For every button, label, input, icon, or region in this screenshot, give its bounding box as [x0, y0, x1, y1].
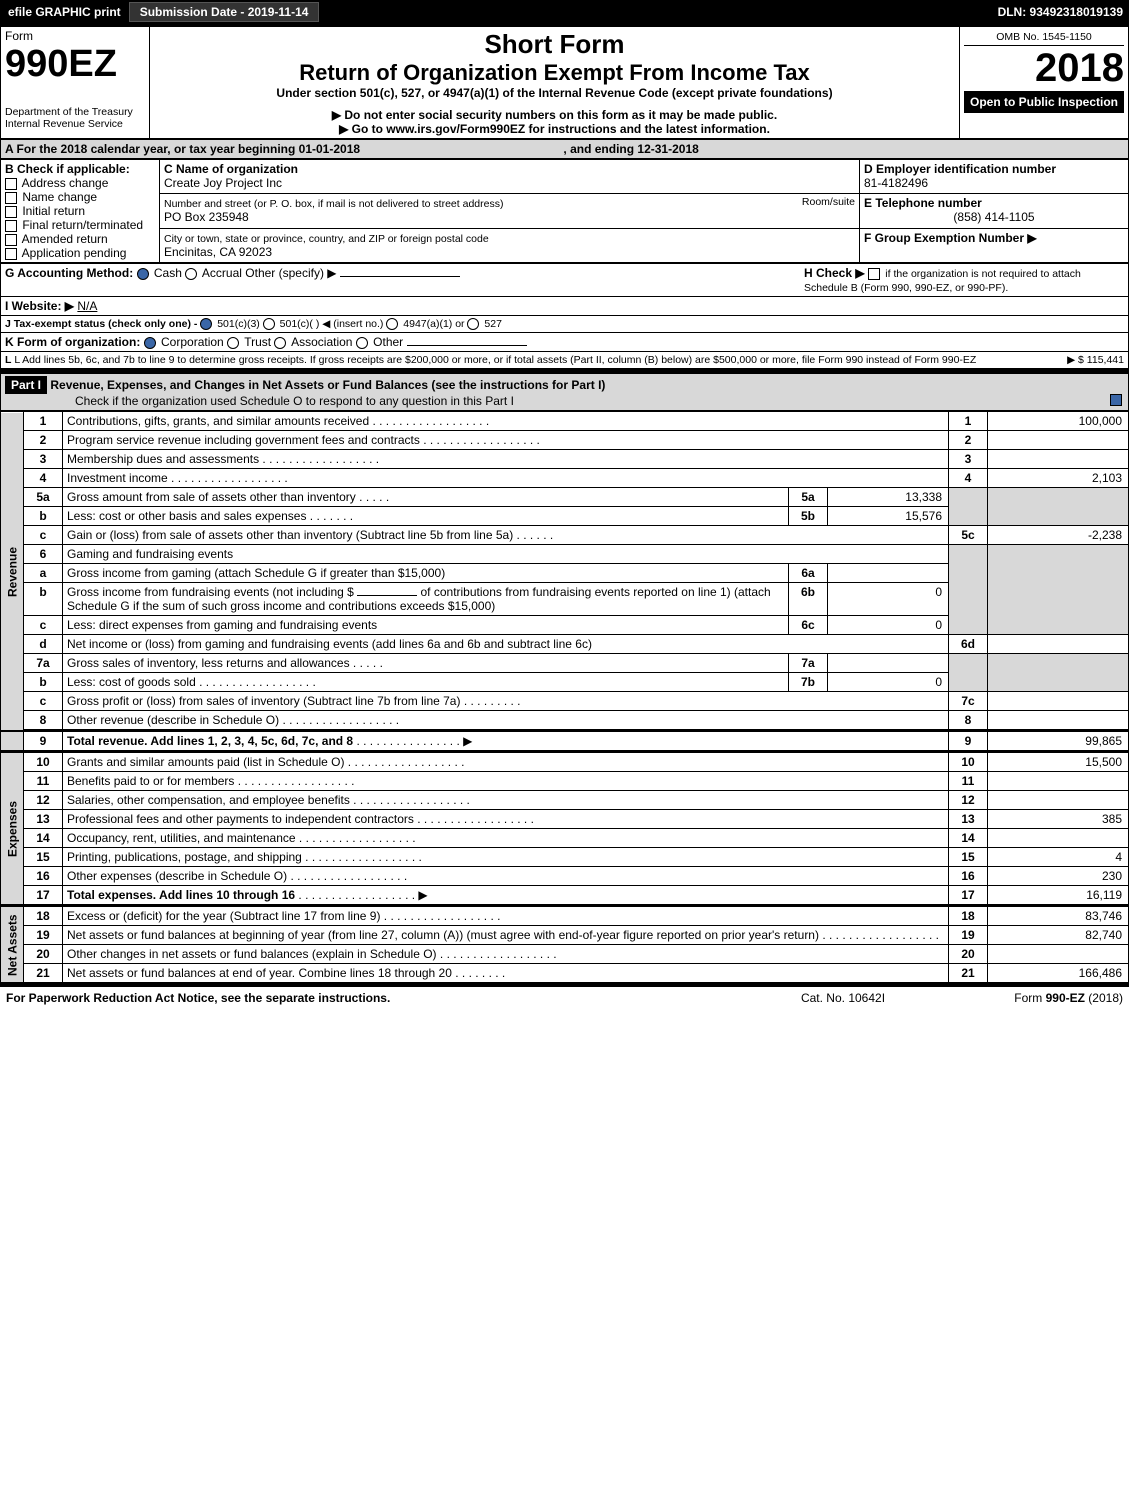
- telephone-value: (858) 414-1105: [864, 210, 1124, 224]
- line-18-value: 83,746: [988, 906, 1129, 926]
- dln: DLN: 93492318019139: [998, 5, 1129, 19]
- top-bar: efile GRAPHIC print Submission Date - 20…: [0, 0, 1129, 24]
- line-6c-box: 0: [828, 616, 949, 635]
- checkbox-h[interactable]: [868, 268, 880, 280]
- checkbox-application-pending[interactable]: [5, 248, 17, 260]
- line-5c-value: -2,238: [988, 526, 1129, 545]
- tax-year: 2018: [964, 46, 1124, 91]
- open-public-badge: Open to Public Inspection: [964, 91, 1124, 113]
- section-expenses: Expenses: [1, 752, 24, 906]
- line-6b-box: 0: [828, 583, 949, 616]
- form-number: 990EZ: [5, 43, 145, 86]
- form-label: Form: [5, 29, 145, 43]
- checkbox-schedule-o[interactable]: [1110, 394, 1122, 406]
- line-16-value: 230: [988, 867, 1129, 886]
- org-info-block: B Check if applicable: Address change Na…: [0, 159, 1129, 263]
- radio-cash[interactable]: [137, 268, 149, 280]
- subtitle: Under section 501(c), 527, or 4947(a)(1)…: [154, 86, 955, 100]
- line-j: J Tax-exempt status (check only one) - 5…: [1, 316, 1129, 333]
- line-l: L L Add lines 5b, 6c, and 7b to line 9 t…: [1, 352, 1129, 370]
- ein-value: 81-4182496: [864, 176, 928, 190]
- line-1-value: 100,000: [988, 412, 1129, 431]
- org-name: Create Joy Project Inc: [164, 176, 282, 190]
- radio-accrual[interactable]: [185, 268, 197, 280]
- form-header: Form 990EZ Department of the Treasury In…: [0, 24, 1129, 139]
- line-5b-box: 15,576: [828, 507, 949, 526]
- radio-corporation[interactable]: [144, 337, 156, 349]
- main-title: Return of Organization Exempt From Incom…: [154, 60, 955, 86]
- radio-4947[interactable]: [386, 318, 398, 330]
- short-form-title: Short Form: [154, 29, 955, 60]
- footer-left: For Paperwork Reduction Act Notice, see …: [6, 991, 743, 1005]
- line-7b-box: 0: [828, 673, 949, 692]
- checkbox-initial-return[interactable]: [5, 206, 17, 218]
- box-d: D Employer identification number 81-4182…: [860, 160, 1129, 194]
- box-b: B Check if applicable: Address change Na…: [1, 160, 160, 263]
- radio-association[interactable]: [274, 337, 286, 349]
- period-line: A For the 2018 calendar year, or tax yea…: [1, 140, 1129, 159]
- line-9-value: 99,865: [988, 731, 1129, 752]
- line-21-value: 166,486: [988, 964, 1129, 984]
- line-k: K Form of organization: Corporation Trus…: [1, 333, 1129, 352]
- part-i-table: Revenue 1Contributions, gifts, grants, a…: [0, 411, 1129, 985]
- no-ssn-notice: ▶ Do not enter social security numbers o…: [154, 108, 955, 122]
- line-i: I Website: ▶ N/A: [1, 297, 1129, 316]
- irs-label: Internal Revenue Service: [5, 118, 145, 130]
- line-19-value: 82,740: [988, 926, 1129, 945]
- footer-form: Form 990-EZ (2018): [943, 991, 1123, 1005]
- box-b-title: B Check if applicable:: [5, 162, 130, 176]
- box-c-address: Number and street (or P. O. box, if mail…: [160, 194, 860, 228]
- radio-501c[interactable]: [263, 318, 275, 330]
- box-c-name: C Name of organization Create Joy Projec…: [160, 160, 860, 194]
- radio-other-org[interactable]: [356, 337, 368, 349]
- line-h: H Check ▶ if the organization is not req…: [800, 264, 1129, 297]
- radio-trust[interactable]: [227, 337, 239, 349]
- goto-link[interactable]: ▶ Go to www.irs.gov/Form990EZ for instru…: [154, 122, 955, 136]
- box-f: F Group Exemption Number ▶: [860, 228, 1129, 262]
- line-g: G Accounting Method: Cash Accrual Other …: [1, 264, 801, 297]
- radio-527[interactable]: [467, 318, 479, 330]
- box-e: E Telephone number (858) 414-1105: [860, 194, 1129, 228]
- section-net-assets: Net Assets: [1, 906, 24, 984]
- department-label: Department of the Treasury: [5, 106, 145, 118]
- line-5a-box: 13,338: [828, 488, 949, 507]
- box-c-city: City or town, state or province, country…: [160, 228, 860, 262]
- line-4-value: 2,103: [988, 469, 1129, 488]
- page-footer: For Paperwork Reduction Act Notice, see …: [0, 985, 1129, 1009]
- checkbox-address-change[interactable]: [5, 178, 17, 190]
- part-i-header: Part I Revenue, Expenses, and Changes in…: [1, 373, 1129, 411]
- omb-number: OMB No. 1545-1150: [964, 29, 1124, 46]
- efile-label: efile GRAPHIC print: [0, 5, 129, 19]
- footer-cat: Cat. No. 10642I: [743, 991, 943, 1005]
- checkbox-name-change[interactable]: [5, 192, 17, 204]
- checkbox-amended-return[interactable]: [5, 234, 17, 246]
- submission-date: Submission Date - 2019-11-14: [129, 2, 320, 22]
- radio-501c3[interactable]: [200, 318, 212, 330]
- line-15-value: 4: [988, 848, 1129, 867]
- line-10-value: 15,500: [988, 752, 1129, 772]
- checkbox-final-return[interactable]: [5, 220, 17, 232]
- line-13-value: 385: [988, 810, 1129, 829]
- line-17-value: 16,119: [988, 886, 1129, 906]
- section-revenue: Revenue: [1, 412, 24, 731]
